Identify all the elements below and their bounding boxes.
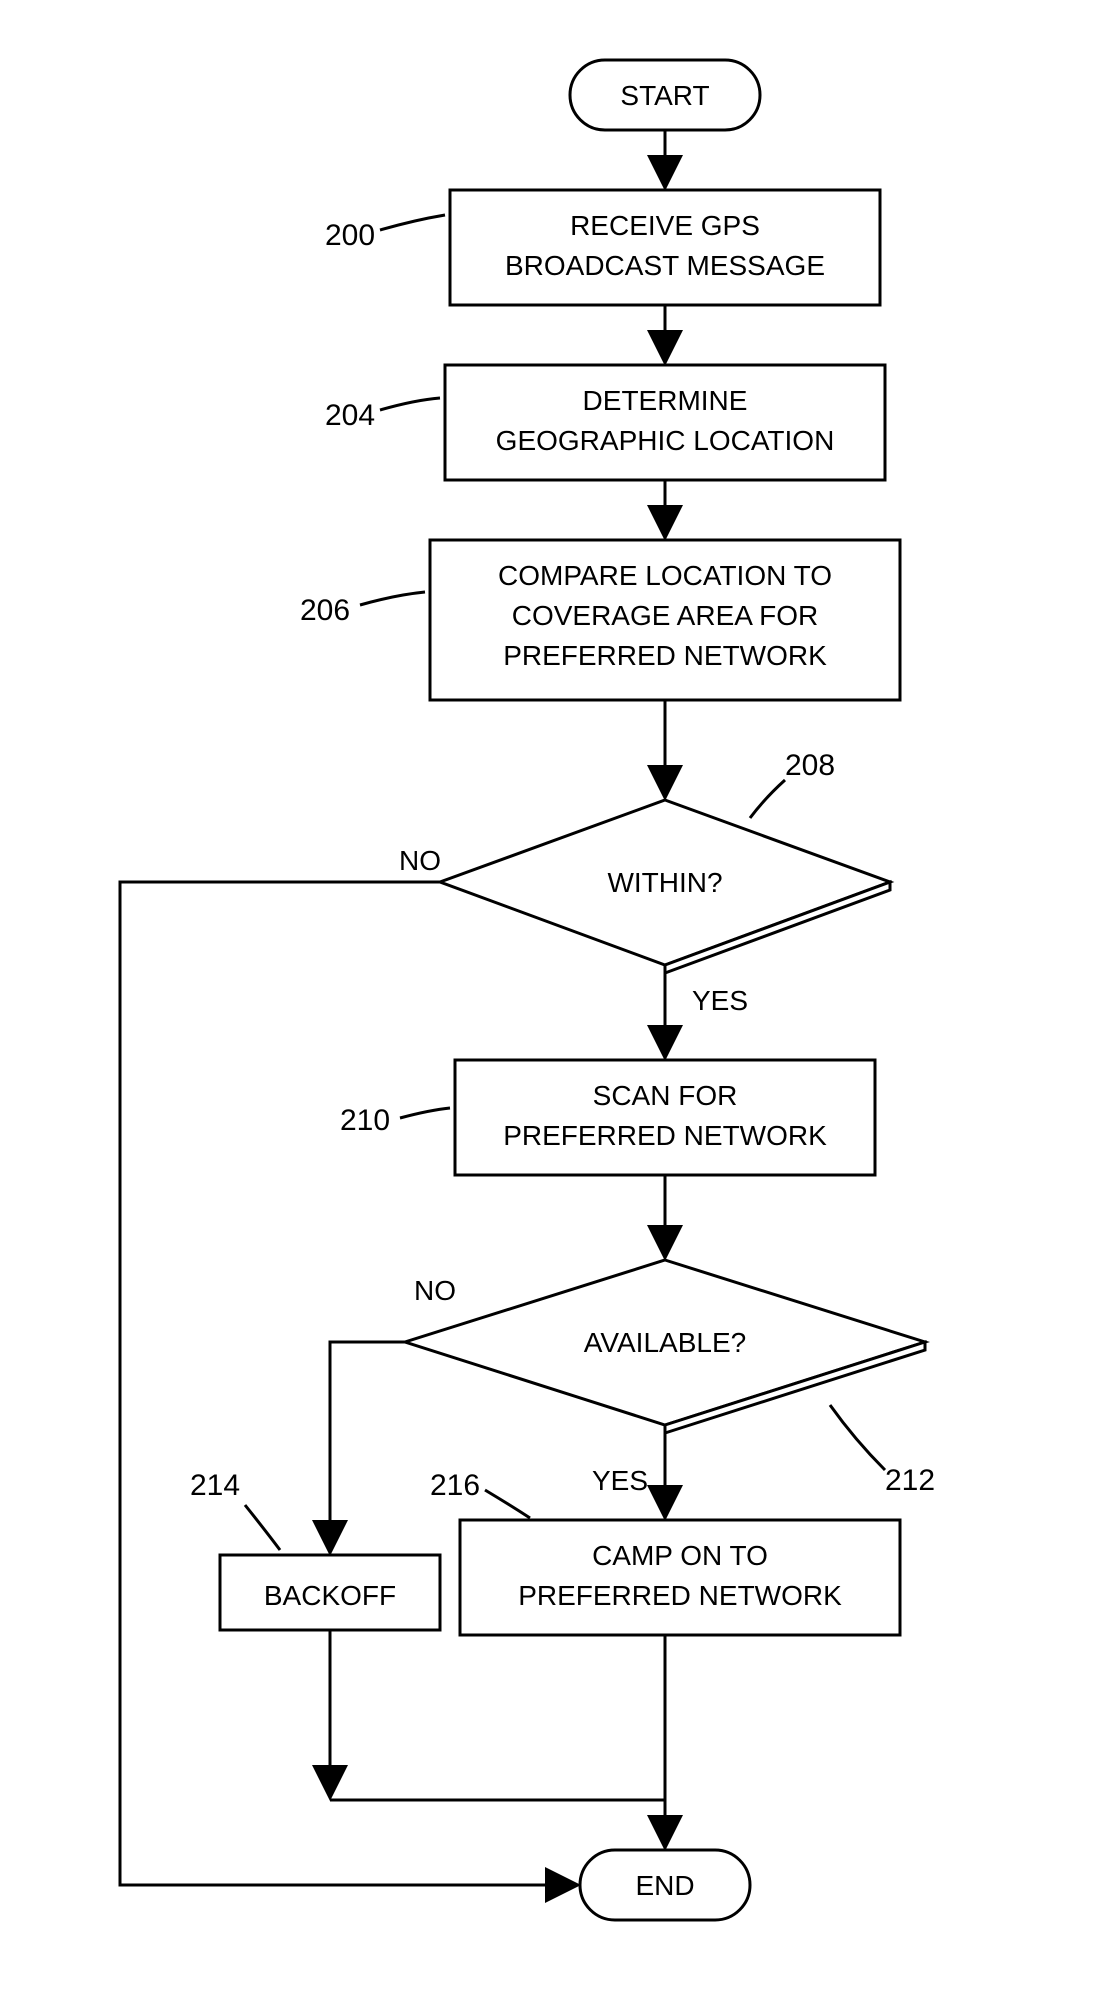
box-206-line2: COVERAGE AREA FOR: [512, 600, 819, 631]
flowchart-svg: START RECEIVE GPS BROADCAST MESSAGE 200 …: [20, 20, 1098, 1992]
box-206-line3: PREFERRED NETWORK: [503, 640, 827, 671]
ref-216: 216: [430, 1469, 480, 1502]
box-214-label: BACKOFF: [264, 1580, 396, 1611]
ref-200: 200: [325, 219, 375, 252]
box-216-line2: PREFERRED NETWORK: [518, 1580, 842, 1611]
box-210-line1: SCAN FOR: [593, 1080, 738, 1111]
ref-210: 210: [340, 1104, 390, 1137]
box-204: [445, 365, 885, 480]
box-206-line1: COMPARE LOCATION TO: [498, 560, 832, 591]
box-204-line1: DETERMINE: [583, 385, 748, 416]
diamond-208-label: WITHIN?: [607, 867, 722, 898]
box-210-line2: PREFERRED NETWORK: [503, 1120, 827, 1151]
ref-212: 212: [885, 1464, 935, 1497]
box-216-line1: CAMP ON TO: [592, 1540, 768, 1571]
box-210: [455, 1060, 875, 1175]
diamond-212-label: AVAILABLE?: [584, 1327, 746, 1358]
yes-label-212: YES: [592, 1465, 648, 1496]
end-label: END: [635, 1870, 694, 1901]
box-200-line2: BROADCAST MESSAGE: [505, 250, 825, 281]
box-200: [450, 190, 880, 305]
no-label-212: NO: [414, 1275, 456, 1306]
ref-208: 208: [785, 749, 835, 782]
ref-206: 206: [300, 594, 350, 627]
yes-label-208: YES: [692, 985, 748, 1016]
ref-214: 214: [190, 1469, 240, 1502]
ref-204: 204: [325, 399, 375, 432]
start-label: START: [620, 80, 709, 111]
no-label-208: NO: [399, 845, 441, 876]
box-216: [460, 1520, 900, 1635]
box-200-line1: RECEIVE GPS: [570, 210, 760, 241]
box-204-line2: GEOGRAPHIC LOCATION: [496, 425, 835, 456]
